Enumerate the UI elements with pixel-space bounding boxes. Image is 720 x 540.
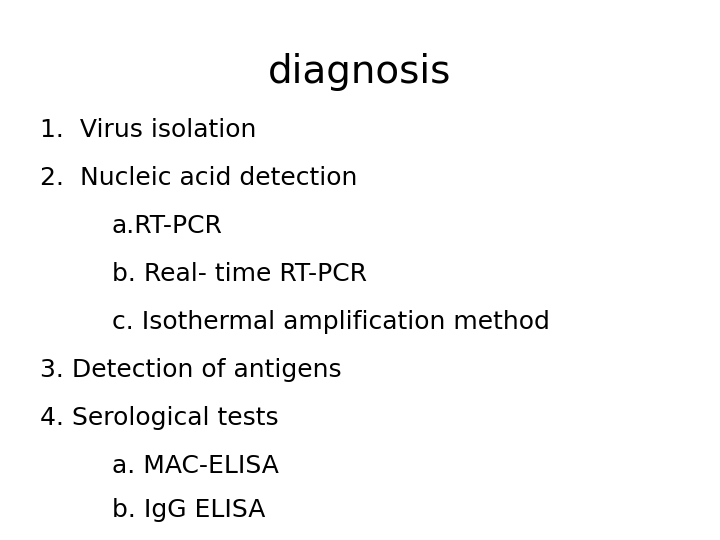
Text: c. Isothermal amplification method: c. Isothermal amplification method (112, 310, 549, 334)
Text: a. MAC-ELISA: a. MAC-ELISA (112, 454, 279, 478)
Text: 1.  Virus isolation: 1. Virus isolation (40, 118, 256, 142)
Text: a.RT-PCR: a.RT-PCR (112, 214, 222, 238)
Text: b. Real- time RT-PCR: b. Real- time RT-PCR (112, 262, 366, 286)
Text: b. IgG ELISA: b. IgG ELISA (112, 498, 265, 522)
Text: 4. Serological tests: 4. Serological tests (40, 406, 278, 430)
Text: diagnosis: diagnosis (269, 53, 451, 91)
Text: 3. Detection of antigens: 3. Detection of antigens (40, 358, 341, 382)
Text: 2.  Nucleic acid detection: 2. Nucleic acid detection (40, 166, 357, 190)
